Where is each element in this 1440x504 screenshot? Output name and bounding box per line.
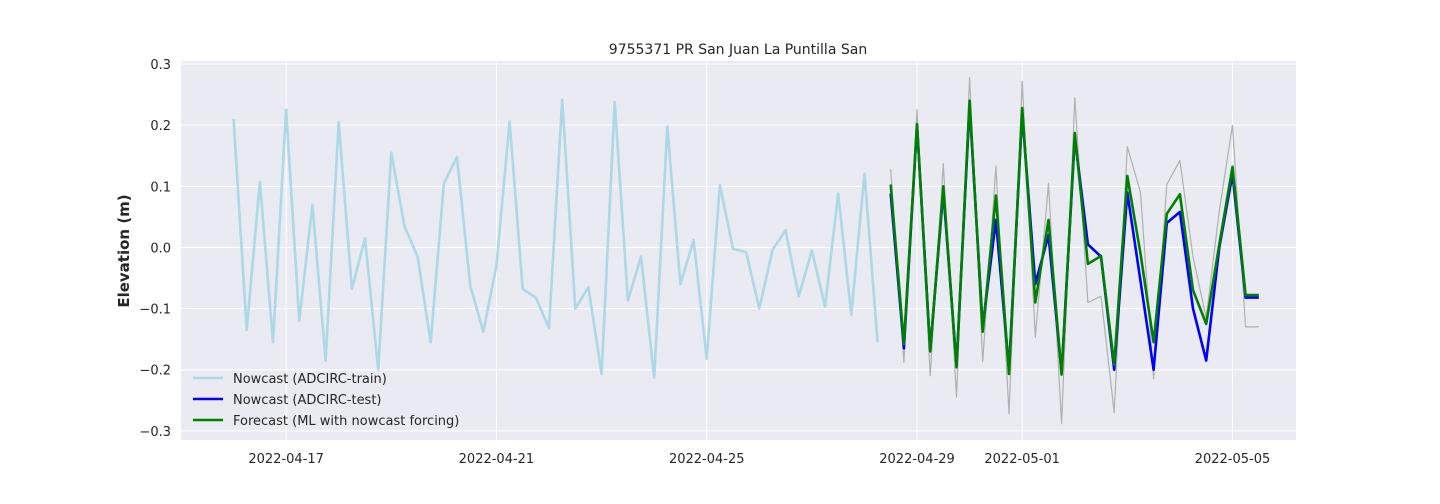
y-tick-label: 0.0	[150, 241, 171, 256]
y-tick-label: −0.3	[139, 425, 171, 440]
x-tick-label: 2022-04-25	[669, 452, 745, 467]
series-line-forecast	[889, 99, 1259, 376]
legend: Nowcast (ADCIRC-train) Nowcast (ADCIRC-te…	[193, 372, 459, 429]
y-tick-label: −0.2	[139, 364, 171, 379]
legend-label-train: Nowcast (ADCIRC-train)	[233, 372, 387, 387]
chart-title: 9755371 PR San Juan La Puntilla San	[609, 42, 867, 58]
x-tick-label: 2022-05-01	[984, 452, 1060, 467]
y-tick-label: 0.1	[150, 180, 171, 195]
x-tick-label: 2022-04-29	[879, 452, 955, 467]
y-axis-label: Elevation (m)	[115, 194, 133, 307]
legend-label-test: Nowcast (ADCIRC-test)	[233, 393, 382, 408]
y-tick-label: −0.1	[139, 303, 171, 318]
y-tick-label: 0.3	[150, 58, 171, 73]
legend-label-forecast: Forecast (ML with nowcast forcing)	[233, 414, 459, 429]
series-line-train	[232, 98, 879, 379]
x-tick-label: 2022-04-21	[459, 452, 535, 467]
x-tick-label: 2022-05-05	[1195, 452, 1271, 467]
x-tick-label: 2022-04-17	[248, 452, 324, 467]
x-axis-ticks: 2022-04-17 2022-04-21 2022-04-25 2022-04-29…	[248, 452, 1270, 467]
y-tick-label: 0.2	[150, 119, 171, 134]
series-layer	[232, 76, 1259, 425]
y-axis-ticks: −0.3 −0.2 −0.1 0.0 0.1 0.2 0.3	[139, 58, 171, 440]
